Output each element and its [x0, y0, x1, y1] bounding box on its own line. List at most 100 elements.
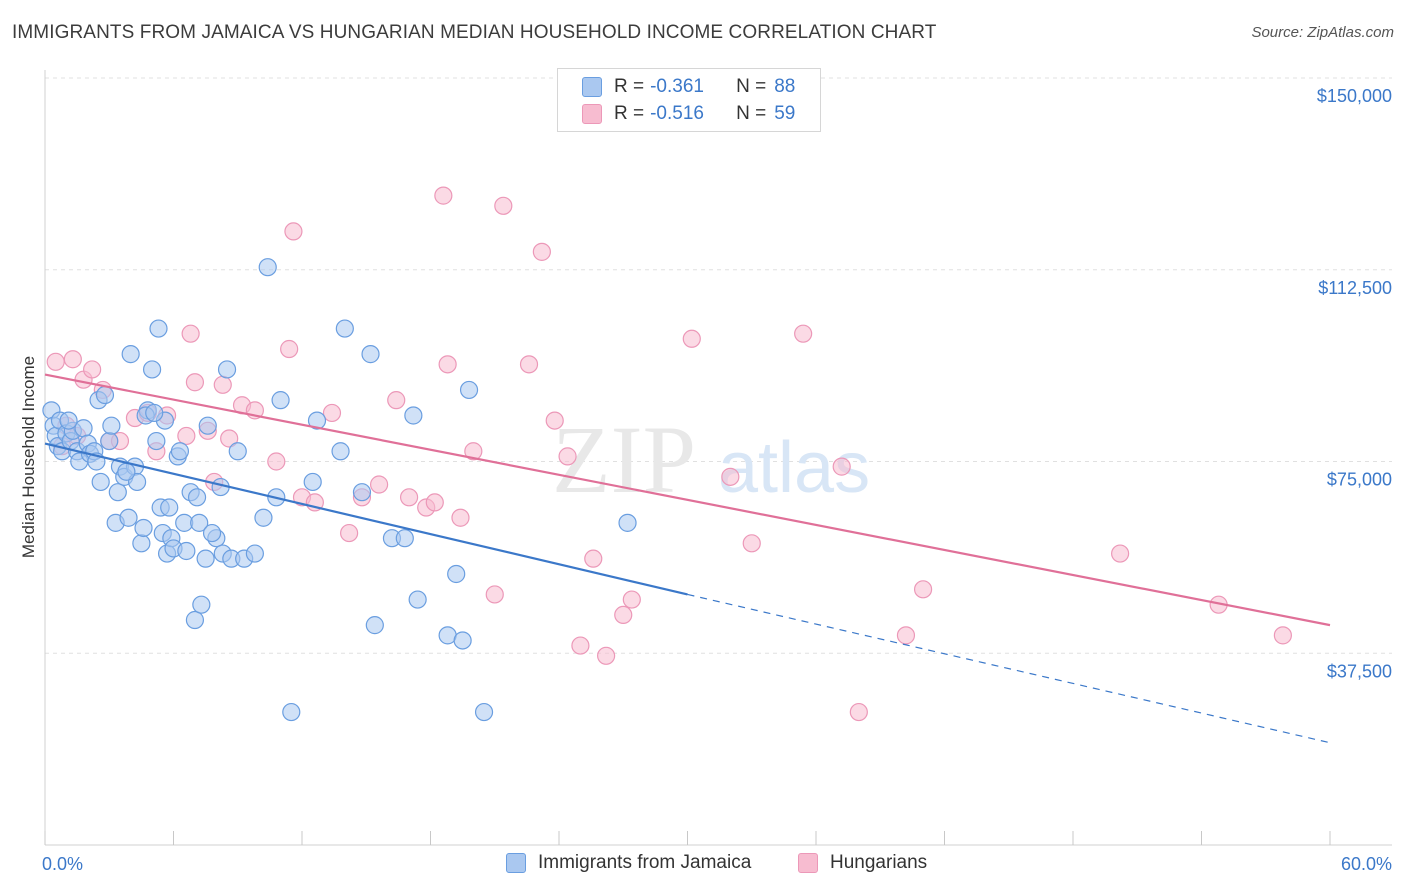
- point-jamaica: [121, 345, 140, 364]
- point-hungarians: [519, 355, 539, 374]
- point-jamaica: [192, 595, 211, 614]
- point-hungarians: [682, 329, 701, 348]
- y-tick-label: $75,000: [1327, 470, 1392, 490]
- point-jamaica: [453, 631, 472, 650]
- point-hungarians: [545, 411, 564, 430]
- point-jamaica: [160, 498, 179, 517]
- y-tick-label: $112,500: [1318, 278, 1392, 298]
- point-jamaica: [59, 411, 78, 430]
- point-jamaica: [198, 416, 217, 435]
- point-jamaica: [408, 590, 427, 609]
- x-tick-label: 0.0%: [42, 854, 83, 874]
- x-tick-label: 60.0%: [1341, 854, 1392, 874]
- point-hungarians: [185, 373, 205, 392]
- point-hungarians: [213, 375, 232, 394]
- point-jamaica: [365, 616, 384, 635]
- point-jamaica: [395, 529, 414, 548]
- point-jamaica: [228, 442, 247, 461]
- series-legend-jamaica[interactable]: Immigrants from Jamaica: [506, 852, 751, 874]
- point-jamaica: [119, 508, 138, 527]
- point-hungarians: [434, 186, 453, 205]
- series-legend-hungarians[interactable]: Hungarians: [798, 852, 927, 874]
- point-hungarians: [177, 426, 196, 446]
- legend-row-jamaica: R = -0.361 N = 88: [582, 74, 795, 100]
- point-jamaica: [447, 564, 466, 584]
- y-tick-label: $150,000: [1317, 86, 1392, 106]
- point-hungarians: [322, 403, 342, 423]
- point-jamaica: [404, 406, 423, 425]
- point-jamaica: [335, 319, 354, 338]
- series-legend-label: Hungarians: [830, 852, 928, 873]
- point-hungarians: [387, 391, 406, 410]
- point-jamaica: [74, 419, 93, 438]
- point-jamaica: [271, 391, 290, 410]
- point-jamaica: [187, 488, 207, 507]
- point-hungarians: [597, 646, 616, 665]
- point-hungarians: [399, 488, 419, 507]
- point-hungarians: [63, 350, 82, 369]
- point-jamaica: [100, 431, 119, 451]
- point-hungarians: [849, 702, 868, 722]
- trend-lines: [44, 373, 1331, 744]
- point-jamaica: [108, 483, 127, 502]
- legend-n-label: N =: [736, 76, 767, 97]
- point-jamaica: [474, 702, 494, 722]
- legend-row-hungarians: R = -0.516 N = 59: [582, 101, 795, 127]
- point-hungarians: [438, 355, 457, 374]
- point-hungarians: [284, 222, 303, 241]
- point-hungarians: [1111, 544, 1130, 563]
- y-axis-title: Median Household Income: [19, 356, 38, 558]
- point-jamaica: [331, 442, 350, 461]
- chart-source: Source: ZipAtlas.com: [1251, 24, 1394, 41]
- point-jamaica: [145, 403, 164, 423]
- legend-swatch-blue: [582, 77, 602, 97]
- series-legend-swatch-blue: [506, 853, 526, 873]
- point-hungarians: [913, 580, 933, 599]
- legend-r-value: -0.361: [650, 76, 704, 97]
- point-hungarians: [485, 585, 504, 604]
- point-jamaica: [149, 319, 168, 338]
- point-hungarians: [46, 352, 65, 371]
- point-jamaica: [102, 416, 121, 435]
- trend-line-jamaica: [44, 442, 688, 596]
- point-hungarians: [370, 475, 389, 494]
- point-hungarians: [832, 457, 851, 476]
- point-hungarians: [584, 549, 603, 568]
- point-jamaica: [307, 411, 327, 430]
- point-jamaica: [618, 513, 637, 532]
- point-hungarians: [794, 324, 813, 343]
- y-tick-label: $37,500: [1327, 661, 1392, 681]
- point-jamaica: [190, 513, 209, 532]
- point-jamaica: [303, 472, 322, 492]
- point-jamaica: [254, 508, 273, 527]
- point-hungarians: [721, 467, 740, 486]
- point-hungarians: [425, 493, 444, 512]
- legend-r-value: -0.516: [650, 103, 704, 124]
- point-jamaica: [185, 610, 205, 630]
- trend-line-hungarians: [44, 373, 1331, 627]
- point-jamaica: [134, 518, 153, 538]
- point-jamaica: [132, 534, 151, 553]
- point-hungarians: [622, 590, 641, 609]
- point-hungarians: [532, 242, 551, 261]
- point-hungarians: [181, 324, 200, 343]
- series-legend-swatch-pink: [798, 853, 818, 873]
- point-hungarians: [83, 360, 102, 379]
- legend: R = -0.361 N = 88 R = -0.516 N = 59: [557, 68, 821, 132]
- axes: [44, 70, 1392, 846]
- point-jamaica: [245, 544, 264, 563]
- legend-r-label: R =: [614, 103, 645, 124]
- point-hungarians: [340, 523, 359, 543]
- point-jamaica: [282, 702, 301, 722]
- legend-n-value: 59: [774, 103, 796, 124]
- point-jamaica: [361, 345, 380, 364]
- point-jamaica: [177, 541, 196, 561]
- point-jamaica: [170, 442, 190, 461]
- point-jamaica: [217, 360, 237, 379]
- point-jamaica: [142, 360, 162, 379]
- point-jamaica: [91, 472, 110, 492]
- point-hungarians: [267, 452, 286, 471]
- point-jamaica: [352, 483, 372, 502]
- point-jamaica: [459, 380, 479, 400]
